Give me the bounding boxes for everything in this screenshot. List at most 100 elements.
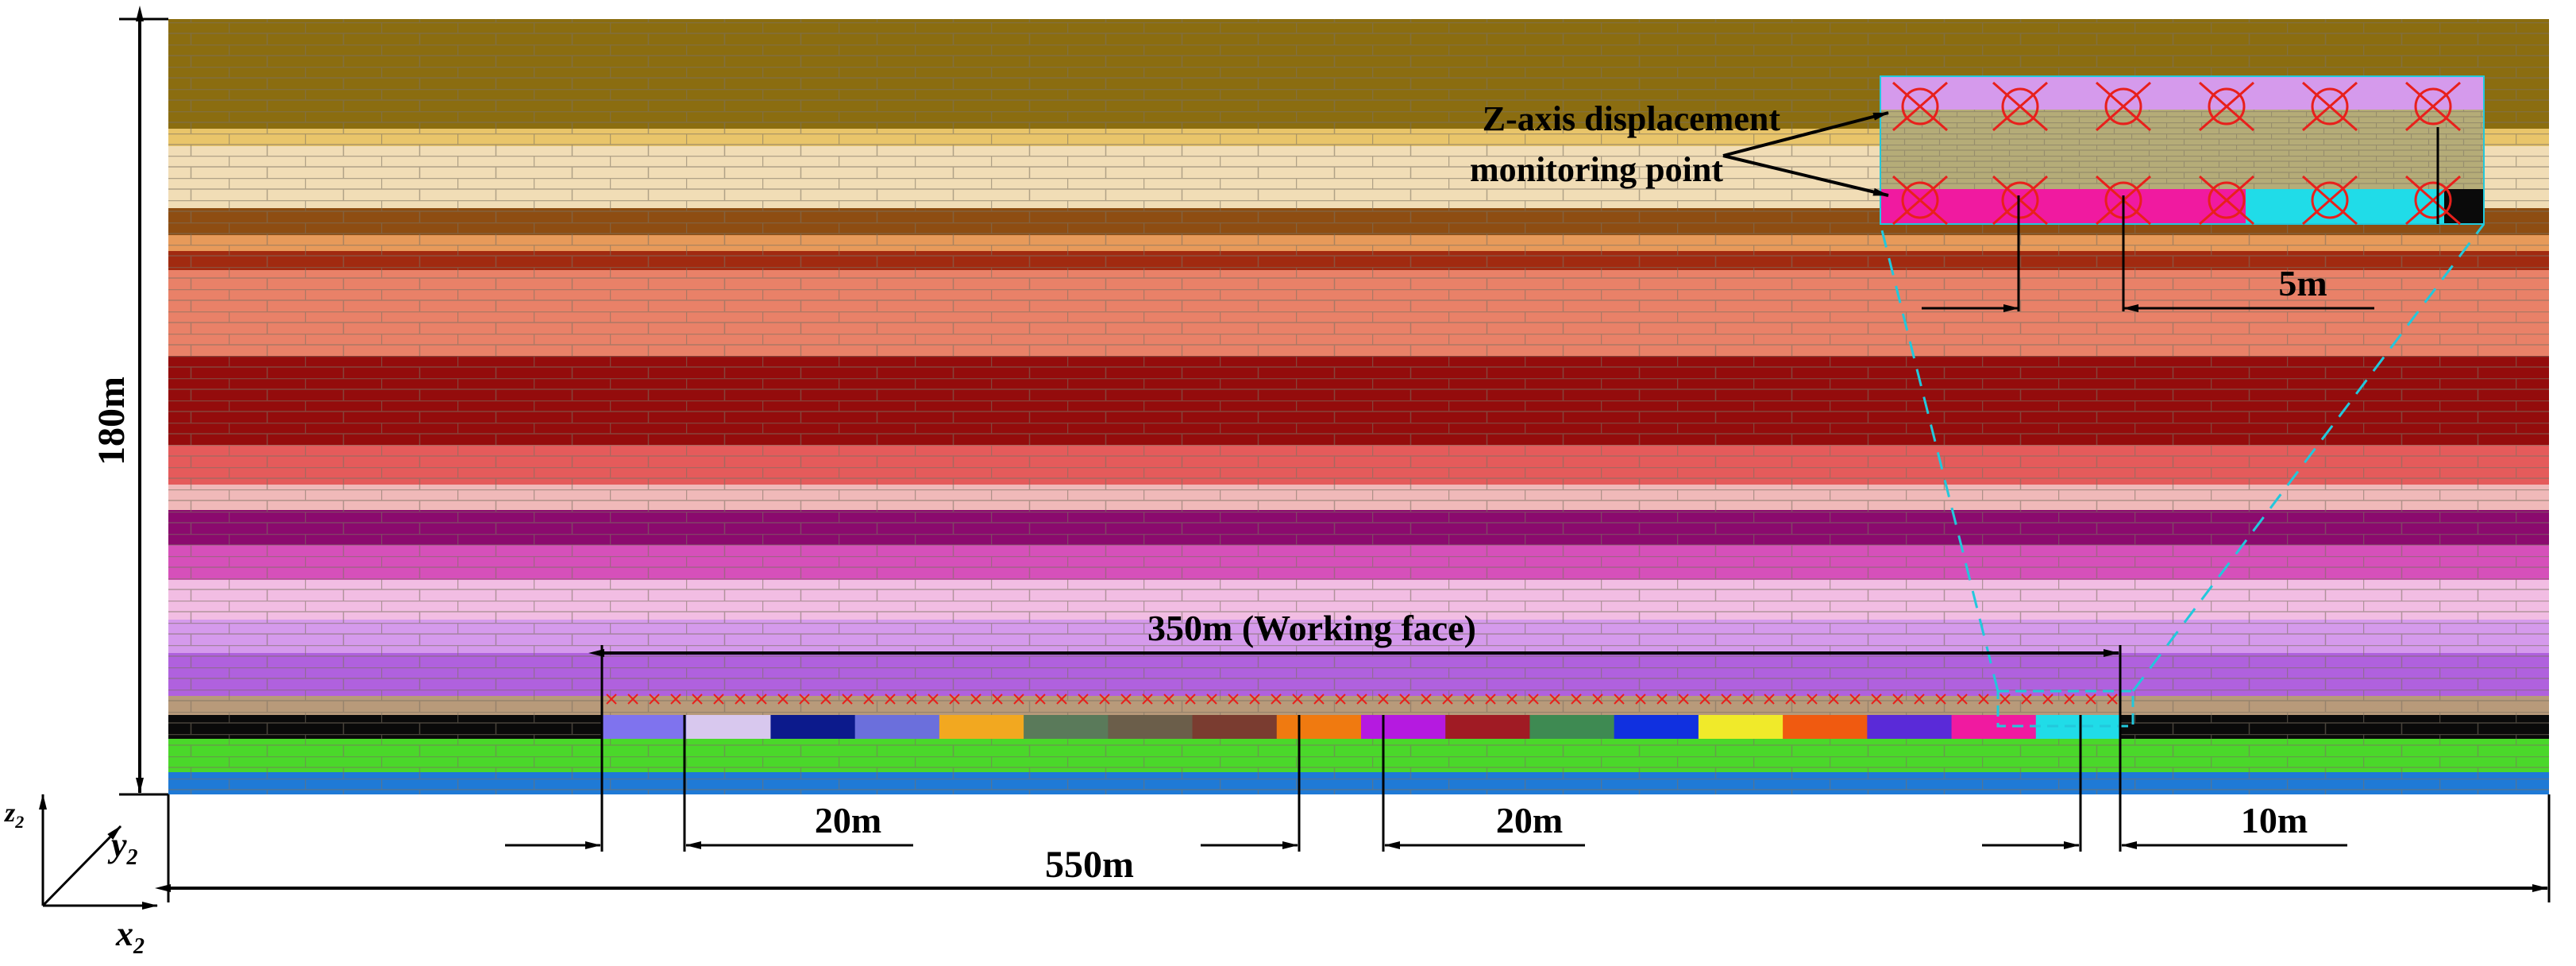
axis-z-letter: z: [4, 798, 16, 828]
zoom-guide-right: [2131, 223, 2485, 692]
excavation-step-block: [1192, 715, 1278, 739]
excavation-step-block: [1529, 715, 1615, 739]
monitoring-mark: [1271, 694, 1282, 705]
excavation-step-block: [1024, 715, 1109, 739]
spacing-label-5m: 5m: [2278, 263, 2327, 303]
monitoring-mark: [1849, 694, 1861, 705]
monitoring-mark: [1656, 694, 1668, 705]
monitoring-mark: [2107, 694, 2118, 705]
monitoring-mark: [885, 694, 896, 705]
monitoring-mark: [1228, 694, 1239, 705]
monitoring-mark: [1313, 694, 1325, 705]
monitoring-point: [2405, 81, 2461, 132]
monitoring-mark: [1957, 694, 1968, 705]
monitoring-mark: [1506, 694, 1517, 705]
monitoring-point: [1992, 81, 2048, 132]
monitoring-mark: [649, 694, 660, 705]
monitoring-mark: [1892, 694, 1903, 705]
monitoring-marks-row: [606, 694, 2118, 705]
monitoring-mark: [1013, 694, 1024, 705]
label-arrow-lower: [1722, 154, 1889, 197]
monitoring-point: [1892, 81, 1948, 132]
monitoring-mark: [713, 694, 724, 705]
monitoring-mark: [1764, 694, 1775, 705]
monitoring-point: [2199, 175, 2254, 226]
monitoring-mark: [1099, 694, 1110, 705]
monitoring-mark: [1120, 694, 1132, 705]
monitoring-mark: [1871, 694, 1882, 705]
monitoring-mark: [1699, 694, 1710, 705]
monitoring-mark: [1378, 694, 1389, 705]
monitoring-mark: [1999, 694, 2011, 705]
excavation-step-block: [686, 715, 771, 739]
step-mid-label: 20m: [1496, 800, 1563, 840]
axis-y-letter: y: [107, 825, 127, 864]
monitoring-mark: [1678, 694, 1689, 705]
monitoring-mark: [1163, 694, 1174, 705]
excavation-step-block: [939, 715, 1024, 739]
axis-y-subscript: 2: [126, 845, 138, 870]
monitoring-mark: [927, 694, 939, 705]
excavation-step-block: [1361, 715, 1446, 739]
monitoring-mark: [1206, 694, 1217, 705]
inset-band-mid-bricks: [1880, 110, 2484, 189]
monitoring-point: [1892, 175, 1948, 226]
excavation-step-block: [770, 715, 856, 739]
monitoring-mark: [627, 694, 638, 705]
label-arrow-upper: [1722, 111, 1889, 157]
monitoring-mark: [1807, 694, 1818, 705]
axis-y-label: y2: [107, 825, 138, 870]
axis-x-subscript: 2: [133, 934, 145, 959]
excavation-step-block: [1445, 715, 1530, 739]
monitoring-mark: [1528, 694, 1539, 705]
axis-z-label: z2: [4, 798, 24, 832]
zoom-source-box: [1996, 690, 2134, 728]
monitoring-mark: [970, 694, 981, 705]
monitoring-point: [2199, 81, 2254, 132]
inset-frame: [1880, 75, 2485, 225]
monitoring-mark: [1635, 694, 1646, 705]
monitoring-mark: [2042, 694, 2053, 705]
monitoring-mark: [1421, 694, 1432, 705]
monitoring-mark: [1399, 694, 1410, 705]
excavation-step-block: [1614, 715, 1699, 739]
zoom-guide-left: [1879, 223, 1999, 692]
monitoring-mark: [1614, 694, 1625, 705]
monitoring-mark: [2085, 694, 2096, 705]
monitoring-mark: [1828, 694, 1839, 705]
monitoring-mark: [1142, 694, 1153, 705]
monitoring-mark: [777, 694, 789, 705]
excavation-step-block: [1783, 715, 1868, 739]
excavation-step-block: [1108, 715, 1194, 739]
monitoring-point: [2405, 175, 2461, 226]
coordinate-axes: z2 y2 x2: [4, 794, 158, 959]
inset-band-top: [1880, 76, 2484, 110]
axis-z-subscript: 2: [14, 812, 24, 832]
monitoring-mark: [863, 694, 874, 705]
monitoring-mark: [1785, 694, 1796, 705]
monitoring-mark: [2064, 694, 2075, 705]
monitoring-mark: [1356, 694, 1367, 705]
monitoring-mark: [1571, 694, 1582, 705]
axis-x-letter: x: [115, 914, 133, 953]
monitoring-mark: [1442, 694, 1453, 705]
monitoring-mark: [1078, 694, 1089, 705]
inset-label-line1: Z-axis displacement: [1483, 99, 1781, 138]
monitoring-mark: [1249, 694, 1260, 705]
monitoring-mark: [799, 694, 810, 705]
monitoring-mark: [820, 694, 831, 705]
monitoring-mark: [1978, 694, 1989, 705]
monitoring-point: [2302, 81, 2358, 132]
monitoring-mark: [1742, 694, 1753, 705]
monitoring-mark: [1056, 694, 1067, 705]
monitoring-mark: [1549, 694, 1560, 705]
monitoring-mark: [1721, 694, 1732, 705]
monitoring-mark: [2021, 694, 2032, 705]
monitoring-point: [2302, 175, 2358, 226]
width-label-550m: 550m: [1045, 844, 1134, 886]
monitoring-mark: [992, 694, 1003, 705]
monitoring-mark: [1185, 694, 1196, 705]
monitoring-mark: [1485, 694, 1496, 705]
monitoring-mark: [906, 694, 917, 705]
